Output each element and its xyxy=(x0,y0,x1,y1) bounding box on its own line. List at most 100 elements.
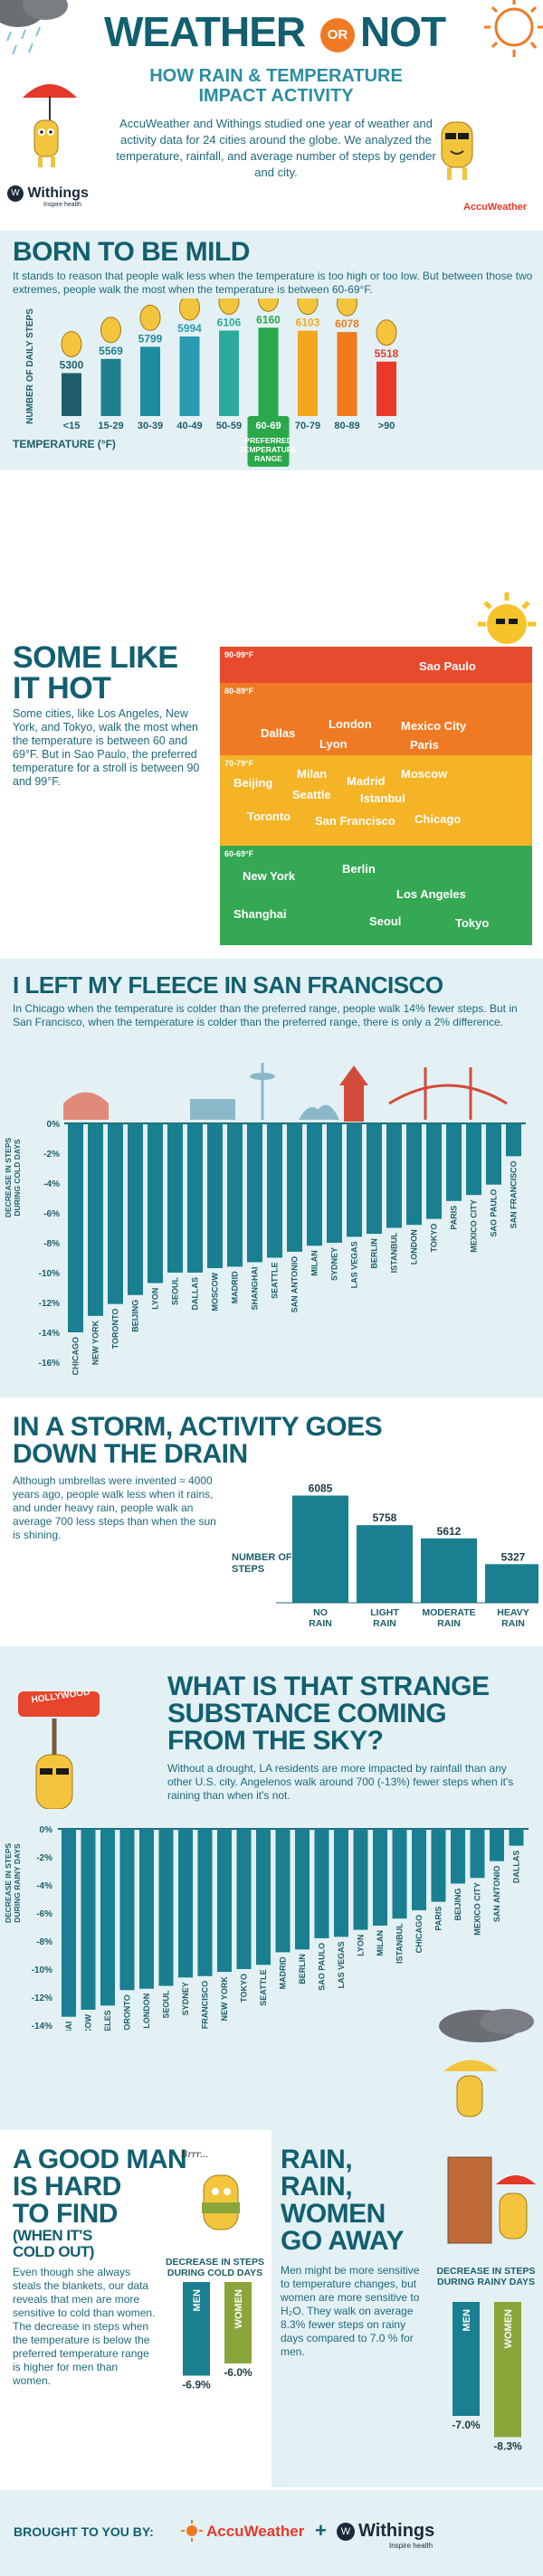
bar-LONDON xyxy=(406,1123,422,1226)
withings-logo: W Withings Inspire health xyxy=(7,185,89,208)
bar-50-59 xyxy=(219,330,239,416)
band-city-label: Mexico City xyxy=(401,719,467,733)
good-man-sub1: (WHEN IT'S xyxy=(13,2227,92,2244)
footer-plus: + xyxy=(315,2519,327,2542)
band-city-label: Toronto xyxy=(247,810,291,823)
bar-BERLIN xyxy=(295,1829,310,1950)
bar-PARIS xyxy=(446,1123,462,1201)
bar-MEXICO CITY xyxy=(466,1123,481,1196)
bar-BERLIN xyxy=(367,1123,382,1235)
band-city-label: Sao Paulo xyxy=(419,659,476,673)
rain-women-title-line4: GO AWAY xyxy=(281,2226,404,2256)
rain-cloud-character-icon xyxy=(439,2009,534,2117)
rain-women-title-line2: RAIN, xyxy=(281,2172,353,2202)
bar-value-label: 5327 xyxy=(501,1550,526,1563)
rainy-days-city-chart: DECREASE IN STEPS DURING RAINY DAYS 0% -2% -… xyxy=(4,1825,529,2031)
preferred-label-line: TEMPERATURE xyxy=(239,445,297,454)
strange-title-line3: FROM THE SKY? xyxy=(167,1726,384,1756)
bar-60-69 xyxy=(258,327,279,416)
bar-40-49 xyxy=(179,336,200,416)
band-city-label: Tokyo xyxy=(455,916,489,930)
band-city-label: Lyon xyxy=(319,737,348,751)
cold-days-city-chart: DECREASE IN STEPS DURING COLD DAYS 0% -2% -4… xyxy=(4,1120,526,1376)
x-tick-label: BEIJING xyxy=(131,1300,140,1332)
y-tick-label: -10% xyxy=(39,1269,60,1279)
bar->90 xyxy=(376,361,396,416)
character-icon xyxy=(376,319,397,346)
bar-SEATTLE xyxy=(256,1829,271,1965)
umbrella-character-icon xyxy=(23,84,77,167)
band-range-label: 90-99°F xyxy=(224,650,254,659)
y-tick-label: 0% xyxy=(40,1825,53,1835)
some-like-text: Some cities, like Los Angeles, New York,… xyxy=(13,707,200,788)
storm-title-line1: IN A STORM, ACTIVITY GOES xyxy=(13,1412,383,1442)
bar-LONDON xyxy=(139,1829,154,1989)
subtitle-line1: HOW RAIN & TEMPERATURE xyxy=(149,66,403,86)
bar-MADRID xyxy=(275,1829,291,1953)
bar-SAN ANTONIO xyxy=(287,1123,302,1252)
x-tick-label: 40-49 xyxy=(176,421,202,431)
born-to-be-mild-section: BORN TO BE MILD It stands to reason that… xyxy=(0,231,543,470)
x-tick-label: SYDNEY xyxy=(181,1982,190,2015)
title-not: NOT xyxy=(360,8,446,55)
x-tick-label: DALLAS xyxy=(191,1277,200,1311)
x-tick-label: NO xyxy=(313,1607,328,1618)
bar-category-label: WOMEN xyxy=(233,2289,244,2328)
character-icon xyxy=(139,304,161,331)
fleece-section: I LEFT MY FLEECE IN SAN FRANCISCO In Chi… xyxy=(0,959,543,1397)
preferred-label-line: PREFERRED xyxy=(244,436,291,445)
good-man-sub2: COLD OUT) xyxy=(13,2243,94,2260)
band-background xyxy=(220,647,532,683)
y-tick-label: -16% xyxy=(39,1359,60,1368)
x-tick-label: MODERATE xyxy=(422,1607,475,1618)
fleece-text: In Chicago when the temperature is colde… xyxy=(13,1002,518,1028)
footer-withings-tagline: Inspire health xyxy=(389,2542,433,2550)
x-tick-label: >90 xyxy=(378,421,395,431)
band-background xyxy=(220,755,532,846)
x-tick-label: SEOUL xyxy=(162,1990,171,2019)
bar-value-label: 5518 xyxy=(375,347,399,360)
bar-value-label: -6.9% xyxy=(182,2379,211,2391)
y-tick-label: 0% xyxy=(47,1120,61,1130)
y-tick-label: -6% xyxy=(43,1209,60,1219)
x-tick-label: MADRID xyxy=(231,1271,240,1303)
x-tick-label: SHANGHAI xyxy=(251,1266,260,1310)
bar-value-label: 5799 xyxy=(138,332,163,345)
x-tick-label: LAS VEGAS xyxy=(337,1941,346,1988)
band-range-label: 80-89°F xyxy=(224,687,254,696)
brrr-text: Brrr... xyxy=(181,2150,209,2160)
bar-LIGHT RAIN xyxy=(357,1525,413,1603)
y-tick-label: -2% xyxy=(43,1150,60,1160)
y-tick-label: -4% xyxy=(43,1179,60,1189)
cold-character-icon xyxy=(202,2174,240,2230)
bar-<15 xyxy=(62,373,81,416)
x-tick-label: BEIJING xyxy=(453,1888,462,1920)
good-man-chart-title: DECREASE IN STEPS DURING COLD DAYS xyxy=(165,2257,265,2278)
x-tick-label: CHICAGO xyxy=(414,1915,424,1954)
temperature-steps-chart: NUMBER OF DAILY STEPSPREFERREDTEMPERATUR… xyxy=(13,298,399,467)
sun-character-icon xyxy=(478,592,536,644)
x-tick-label: 15-29 xyxy=(98,421,123,431)
y-tick-label: -14% xyxy=(39,1329,60,1339)
character-icon xyxy=(179,298,200,321)
band-city-label: Seattle xyxy=(292,788,331,801)
footer-withings: Withings xyxy=(358,2521,435,2541)
y-tick-label: -6% xyxy=(36,1909,52,1919)
x-tick-label: NEW YORK xyxy=(220,1976,229,2022)
x-tick-label: LOS ANGELES xyxy=(103,2010,112,2031)
bar-MILAN xyxy=(373,1829,387,1926)
bar-80-89 xyxy=(337,332,357,416)
bar-MOSCOW xyxy=(81,1829,96,2010)
y-tick-label: -14% xyxy=(32,2022,52,2031)
bar-LAS VEGAS xyxy=(347,1123,362,1237)
x-tick-label: LONDON xyxy=(142,1994,151,2029)
band-90-99°F: 90-99°F Sao Paulo xyxy=(220,647,532,683)
bar-MEXICO CITY xyxy=(470,1829,485,1879)
withings-w-icon: W xyxy=(7,185,24,202)
x-tick-label: SEOUL xyxy=(171,1277,180,1306)
cloud-icon xyxy=(0,0,68,55)
bar-ISTANBUL xyxy=(392,1829,407,1919)
y-axis-label: DURING COLD DAYS xyxy=(13,1139,22,1216)
sun-icon xyxy=(484,0,543,57)
x-tick-label: ISTANBUL xyxy=(395,1923,405,1964)
